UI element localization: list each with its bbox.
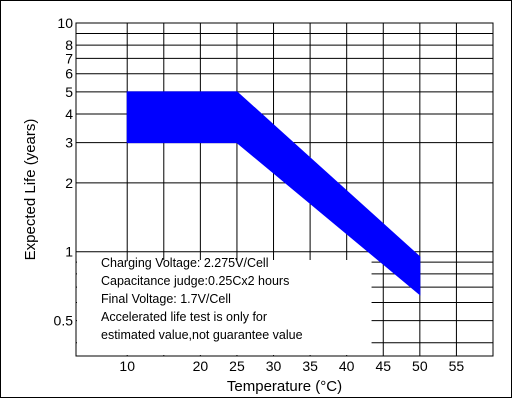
annotation-line: Charging Voltage: 2.275V/Cell bbox=[101, 256, 268, 270]
annotation-line: Final Voltage: 1.7V/Cell bbox=[101, 292, 231, 306]
life-band-area bbox=[126, 91, 421, 296]
y-tick-label: 4 bbox=[65, 106, 73, 122]
y-tick-labels: 0.5 1 2 3 4 5 678 10 bbox=[54, 15, 74, 329]
x-tick-label: 40 bbox=[339, 358, 355, 374]
x-tick-label: 45 bbox=[375, 358, 391, 374]
annotation-box-bg bbox=[77, 260, 372, 355]
y-tick-label: 0.5 bbox=[54, 313, 74, 329]
plot-border bbox=[75, 22, 494, 357]
y-tick-label: 10 bbox=[57, 15, 73, 31]
x-tick-label: 25 bbox=[229, 358, 245, 374]
x-tick-label: 10 bbox=[119, 358, 135, 374]
y-tick-label: 7 bbox=[65, 50, 73, 66]
y-tick-label: 1 bbox=[65, 244, 73, 260]
life-band bbox=[126, 91, 421, 296]
y-tick-label: 2 bbox=[65, 175, 73, 191]
x-tick-labels: 10 20 25 30 35 40 45 50 55 bbox=[119, 358, 464, 374]
x-axis-label: Temperature (°C) bbox=[227, 378, 342, 395]
annotation-line: Capacitance judge:0.25Cx2 hours bbox=[101, 274, 289, 288]
y-tick-label: 6 bbox=[65, 66, 73, 82]
x-tick-label: 35 bbox=[302, 358, 318, 374]
y-tick-label: 8 bbox=[65, 37, 73, 53]
x-tick-label: 50 bbox=[412, 358, 428, 374]
y-tick-label: 3 bbox=[65, 135, 73, 151]
x-tick-label: 20 bbox=[193, 358, 209, 374]
annotation-box: Charging Voltage: 2.275V/Cell Capacitance… bbox=[77, 256, 372, 355]
x-tick-label: 30 bbox=[266, 358, 282, 374]
annotation-line: estimated value,not guarantee value bbox=[101, 328, 303, 342]
annotation-line: Accelerated life test is only for bbox=[101, 310, 267, 324]
y-tick-label: 5 bbox=[65, 84, 73, 100]
x-tick-label: 55 bbox=[449, 358, 465, 374]
y-axis-label: Expected Life (years) bbox=[22, 119, 39, 261]
